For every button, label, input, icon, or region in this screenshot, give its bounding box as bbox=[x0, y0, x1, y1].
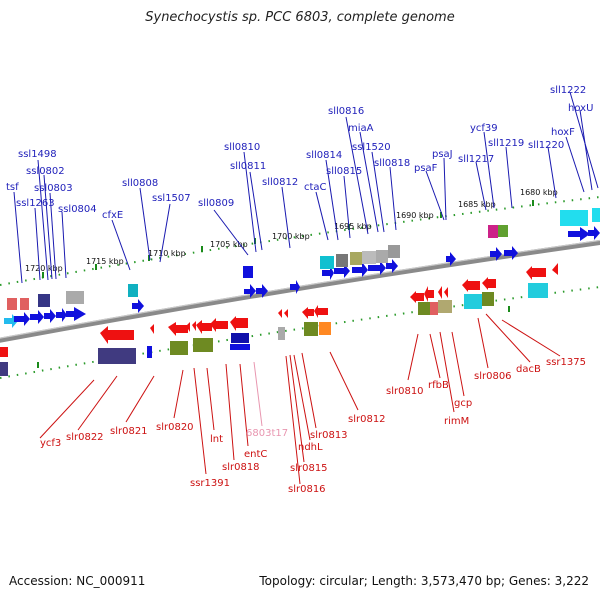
gene-label: ssl1507 bbox=[152, 193, 191, 204]
gene-label: gcp bbox=[454, 398, 472, 409]
gene-label: sll0816 bbox=[328, 106, 364, 117]
gene-label: lnt bbox=[210, 434, 223, 445]
lower-leaders bbox=[39, 313, 561, 485]
rna-label: 6803t17 bbox=[246, 428, 288, 439]
gene-label: ndhL bbox=[298, 442, 323, 453]
dotted-rings bbox=[0, 196, 600, 379]
gene-label: ycf3 bbox=[40, 438, 61, 449]
gene-label: rfbB bbox=[428, 380, 449, 391]
gene-label: dacB bbox=[516, 364, 541, 375]
gene-label: sll0811 bbox=[230, 161, 266, 172]
gene-label: entC bbox=[244, 449, 267, 460]
gene-label: ssr1375 bbox=[546, 357, 586, 368]
gene-label: slr0820 bbox=[156, 422, 194, 433]
gene-label: slr0806 bbox=[474, 371, 512, 382]
gene-label: slr0813 bbox=[310, 430, 348, 441]
gene-label: psaF bbox=[414, 163, 438, 174]
gene-label: rimM bbox=[444, 416, 469, 427]
gene-label: ssl0804 bbox=[58, 204, 97, 215]
tick-label: 1695 kbp bbox=[334, 222, 372, 231]
gene-label: sll1220 bbox=[528, 140, 564, 151]
forward-features bbox=[7, 208, 600, 310]
reverse-genes bbox=[0, 263, 558, 357]
accession-text: Accession: NC_000911 bbox=[9, 574, 146, 588]
gene-label: tsf bbox=[6, 182, 19, 193]
tick-label: 1690 kbp bbox=[396, 211, 434, 220]
gene-label: slr0815 bbox=[290, 463, 328, 474]
gene-label: hoxF bbox=[551, 127, 575, 138]
gene-label: sll0810 bbox=[224, 142, 260, 153]
gene-label: sll0815 bbox=[326, 166, 362, 177]
gene-label: sll0808 bbox=[122, 178, 158, 189]
scale-tick-marks bbox=[37, 200, 534, 368]
gene-label: ssl0802 bbox=[26, 166, 65, 177]
gene-label: sll0814 bbox=[306, 150, 342, 161]
gene-label: hoxU bbox=[568, 103, 593, 114]
genome-summary-text: Topology: circular; Length: 3,573,470 bp… bbox=[259, 574, 589, 588]
tick-label: 1715 kbp bbox=[86, 257, 124, 266]
gene-label: sll1219 bbox=[488, 138, 524, 149]
forward-genes bbox=[4, 226, 600, 328]
gene-label: ssl1520 bbox=[352, 142, 391, 153]
gene-label: sll1217 bbox=[458, 154, 494, 165]
tick-label: 1720 kbp bbox=[25, 264, 63, 273]
tick-label: 1680 kbp bbox=[520, 188, 558, 197]
gene-label: slr0812 bbox=[348, 414, 386, 425]
scale-labels: 1720 kbp 1715 kbp 1710 kbp 1705 kbp 1700… bbox=[25, 188, 558, 273]
gene-label: ctaC bbox=[304, 182, 327, 193]
gene-label: ycf39 bbox=[470, 123, 498, 134]
gene-label: slr0818 bbox=[222, 462, 260, 473]
gene-label: miaA bbox=[348, 123, 374, 134]
tick-label: 1705 kbp bbox=[210, 240, 248, 249]
gene-label: ssl0803 bbox=[34, 183, 73, 194]
upper-gene-labels: tsf ssl1263 ssl1498 ssl0802 ssl0803 ssl0… bbox=[6, 85, 593, 221]
rna-leader bbox=[253, 361, 263, 427]
reverse-features bbox=[0, 283, 548, 376]
gene-label: slr0810 bbox=[386, 386, 424, 397]
gene-label: slr0822 bbox=[66, 432, 104, 443]
map-title: Synechocystis sp. PCC 6803, complete gen… bbox=[145, 10, 455, 25]
gene-label: slr0816 bbox=[288, 484, 326, 495]
gene-label: sll0809 bbox=[198, 198, 234, 209]
gene-label: sll0812 bbox=[262, 177, 298, 188]
gene-label: ssl1498 bbox=[18, 149, 57, 160]
gene-label: cfxE bbox=[102, 210, 123, 221]
genome-backbone bbox=[0, 239, 600, 343]
gene-label: sll1222 bbox=[550, 85, 586, 96]
gene-label: sll0818 bbox=[374, 158, 410, 169]
upper-leaders bbox=[13, 91, 599, 284]
tick-label: 1685 kbp bbox=[458, 200, 496, 209]
lower-gene-labels: ycf3 slr0822 slr0821 slr0820 ssr1391 lnt… bbox=[40, 357, 586, 495]
tick-label: 1710 kbp bbox=[148, 249, 186, 258]
gene-label: ssl1263 bbox=[16, 198, 55, 209]
gene-label: slr0821 bbox=[110, 426, 148, 437]
gene-label: ssr1391 bbox=[190, 478, 230, 489]
gene-label: psaJ bbox=[432, 149, 453, 160]
tick-label: 1700 kbp bbox=[272, 232, 310, 241]
